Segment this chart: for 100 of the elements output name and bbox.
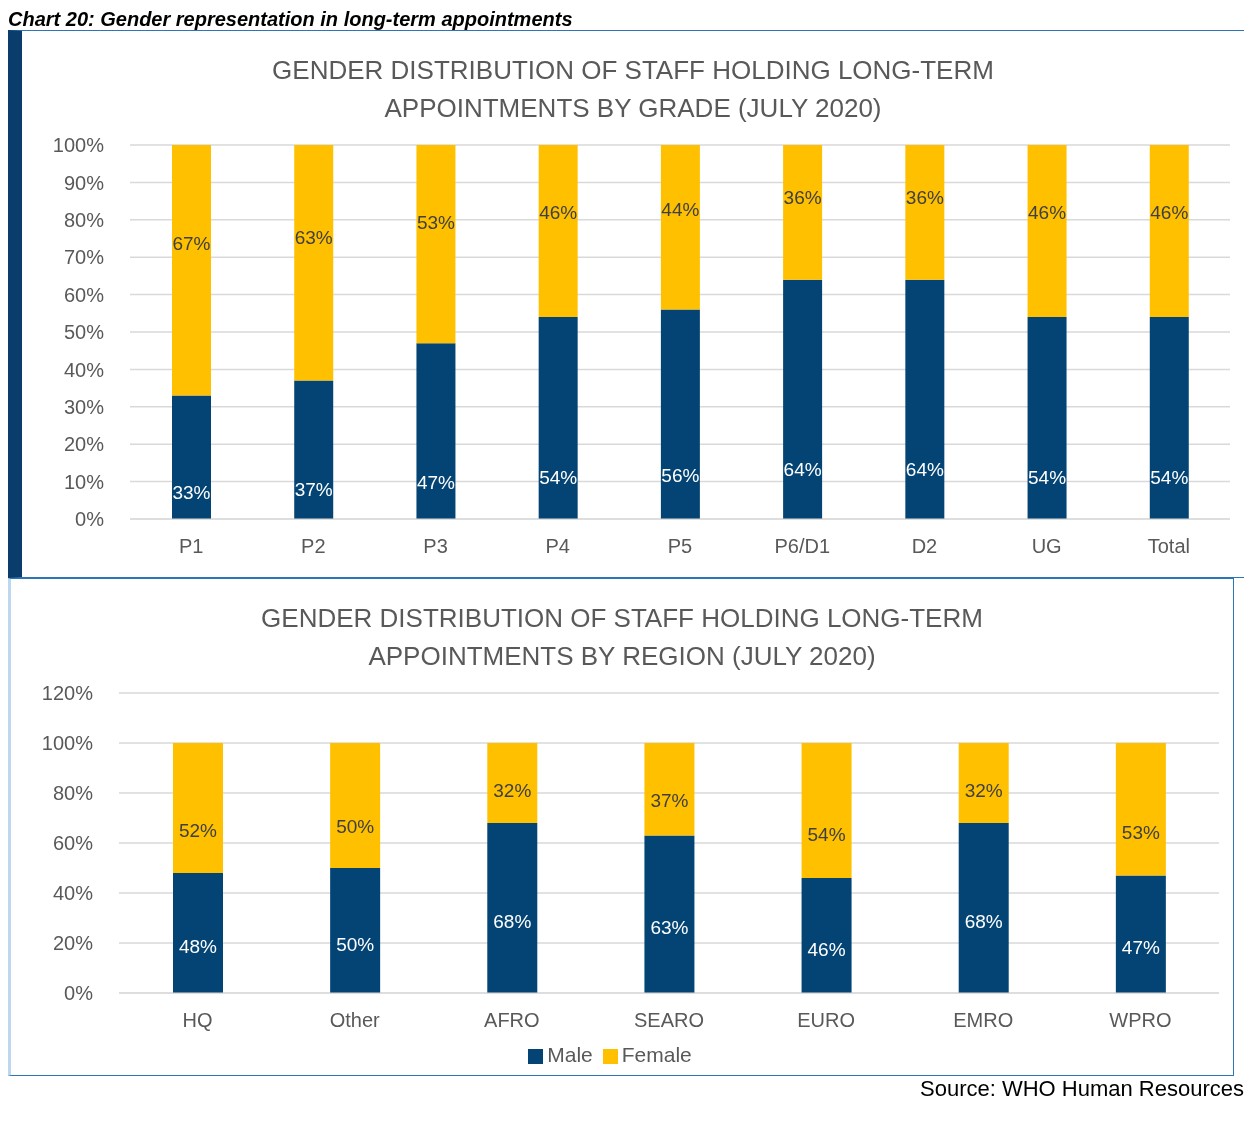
- y-tick-label: 20%: [52, 932, 94, 955]
- data-label: 47%: [416, 471, 456, 493]
- data-label: 53%: [1121, 822, 1160, 844]
- bar: [173, 743, 223, 873]
- legend-label: Male: [547, 1043, 593, 1066]
- data-label: 54%: [1150, 466, 1189, 488]
- y-tick-label: 50%: [63, 321, 105, 344]
- y-tick-label: 40%: [52, 882, 94, 905]
- y-tick-label: 80%: [52, 782, 94, 805]
- bar: [172, 395, 211, 519]
- data-label: 36%: [905, 186, 944, 208]
- bar: [487, 743, 538, 823]
- bar: [294, 380, 334, 519]
- y-tick-label: 100%: [41, 732, 94, 755]
- data-label: 37%: [650, 790, 689, 812]
- bar: [783, 279, 823, 519]
- bar: [905, 279, 945, 519]
- data-label: 68%: [493, 911, 532, 933]
- x-tick-label: EURO: [797, 1009, 856, 1032]
- bar: [330, 868, 381, 993]
- bar: [416, 145, 456, 344]
- x-tick-label: P1: [178, 535, 204, 558]
- bar: [294, 145, 334, 381]
- data-label: 67%: [172, 233, 211, 255]
- data-label: 32%: [964, 780, 1003, 802]
- legend-label: Female: [621, 1043, 692, 1066]
- bar: [172, 145, 211, 396]
- data-label: 50%: [336, 933, 375, 955]
- bar: [330, 743, 381, 868]
- y-tick-label: 60%: [63, 283, 105, 306]
- bar: [173, 873, 223, 993]
- data-label: 56%: [661, 465, 700, 487]
- bar: [538, 145, 578, 318]
- data-label: 46%: [1028, 201, 1067, 223]
- y-tick-label: 70%: [63, 246, 105, 269]
- bar: [1149, 317, 1189, 519]
- y-tick-label: 30%: [63, 395, 105, 418]
- x-tick-label: Other: [329, 1009, 381, 1032]
- bar: [538, 317, 578, 519]
- x-tick-label: P3: [423, 535, 448, 558]
- x-tick-label: EMRO: [953, 1009, 1014, 1032]
- y-tick-label: 100%: [52, 134, 105, 157]
- data-label: 53%: [416, 212, 456, 234]
- data-label: 44%: [661, 198, 700, 220]
- caption: Chart 20: Gender representation in long-term appointments: [8, 8, 574, 30]
- bar: [783, 145, 823, 280]
- data-label: 46%: [1150, 201, 1189, 223]
- data-label: 52%: [178, 820, 218, 842]
- bar: [660, 145, 700, 310]
- bar: [958, 743, 1009, 823]
- source-note: Source: WHO Human Resources: [919, 1076, 1244, 1102]
- y-tick-label: 20%: [63, 433, 105, 456]
- x-tick-label: SEARO: [633, 1009, 705, 1032]
- chart-title: GENDER DISTRIBUTION OF STAFF HOLDING LONG-TERM APPOINTMENTS BY REGION (JULY 2020): [260, 602, 984, 673]
- y-tick-label: 40%: [63, 358, 105, 381]
- bar: [416, 343, 456, 519]
- y-tick-label: 60%: [52, 832, 94, 855]
- data-label: 64%: [783, 459, 822, 481]
- data-label: 68%: [964, 911, 1003, 933]
- data-label: 47%: [1121, 937, 1160, 959]
- y-tick-label: 0%: [64, 982, 94, 1005]
- bar: [1027, 317, 1067, 519]
- data-label: 33%: [172, 482, 211, 504]
- data-label: 48%: [178, 936, 218, 958]
- data-label: 63%: [650, 917, 689, 939]
- y-tick-label: 90%: [63, 171, 105, 194]
- y-tick-label: 0%: [75, 508, 105, 531]
- data-label: 63%: [294, 227, 333, 249]
- chart-title: GENDER DISTRIBUTION OF STAFF HOLDING LONG-TERM APPOINTMENTS BY GRADE (JULY 2020): [271, 54, 995, 125]
- x-tick-label: P2: [301, 535, 326, 558]
- data-label: 64%: [905, 459, 944, 481]
- bar: [660, 309, 700, 519]
- bar: [1149, 145, 1189, 318]
- x-tick-label: UG: [1031, 535, 1062, 558]
- x-tick-label: WPRO: [1109, 1009, 1172, 1032]
- bar: [1115, 875, 1166, 993]
- bar: [801, 743, 852, 878]
- bar: [644, 835, 695, 993]
- x-tick-label: P5: [667, 535, 693, 558]
- bar: [644, 743, 695, 836]
- x-tick-label: Total: [1147, 535, 1191, 558]
- data-label: 46%: [807, 938, 846, 960]
- bar: [1027, 145, 1067, 318]
- bar: [487, 823, 538, 993]
- x-tick-label: P6/D1: [774, 535, 831, 558]
- data-label: 54%: [1028, 466, 1067, 488]
- bar: [801, 878, 852, 993]
- bar: [905, 145, 945, 280]
- data-label: 37%: [294, 479, 333, 501]
- data-label: 32%: [493, 780, 532, 802]
- x-tick-label: D2: [911, 535, 938, 558]
- data-label: 46%: [539, 201, 578, 223]
- x-tick-label: AFRO: [484, 1009, 540, 1032]
- data-label: 50%: [336, 816, 375, 838]
- bar: [958, 823, 1009, 993]
- x-tick-label: P4: [545, 535, 571, 558]
- y-tick-label: 120%: [41, 682, 94, 705]
- bar: [1115, 743, 1166, 876]
- x-tick-label: HQ: [182, 1009, 213, 1032]
- data-label: 54%: [807, 824, 846, 846]
